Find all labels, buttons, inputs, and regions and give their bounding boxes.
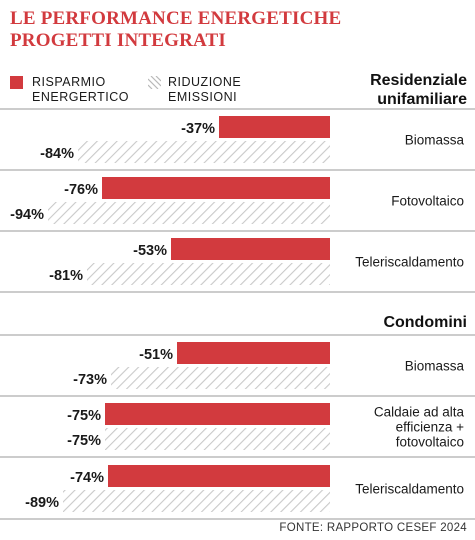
value-label-riduzione-1-2: -89%	[25, 495, 59, 511]
group-title-condomini: Condomini	[383, 314, 467, 331]
source-note: FONTE: RAPPORTO CESEF 2024	[279, 522, 467, 534]
bar-risparmio-0-0	[219, 116, 330, 138]
bar-riduzione-1-1	[105, 428, 330, 450]
chart-title: LE PERFORMANCE ENERGETICHE PROGETTI INTE…	[10, 8, 342, 51]
value-label-riduzione-0-1: -94%	[10, 207, 44, 223]
legend-label-riduzione: RIDUZIONE EMISSIONI	[168, 75, 242, 104]
value-label-riduzione-1-1: -75%	[67, 433, 101, 449]
category-label-0-0: Biomassa	[405, 133, 465, 148]
bar-riduzione-0-1	[48, 202, 330, 224]
value-label-riduzione-0-2: -81%	[49, 268, 83, 284]
group-title-residenziale: Residenziale unifamiliare	[370, 72, 467, 108]
legend-swatch-risparmio	[10, 76, 23, 89]
bar-riduzione-0-2	[87, 263, 330, 285]
value-label-riduzione-1-0: -73%	[73, 372, 107, 388]
value-label-risparmio-0-0: -37%	[181, 121, 215, 137]
category-label-1-1: Caldaie ad alta efficienza + fotovoltaico	[374, 405, 465, 450]
bar-riduzione-1-2	[63, 490, 330, 512]
value-label-risparmio-1-2: -74%	[70, 470, 104, 486]
bar-riduzione-1-0	[111, 367, 330, 389]
bar-risparmio-0-1	[102, 177, 330, 199]
category-label-1-0: Biomassa	[405, 359, 465, 374]
bar-risparmio-1-0	[177, 342, 330, 364]
legend-swatch-riduzione	[148, 76, 161, 89]
bar-risparmio-1-2	[108, 465, 330, 487]
bar-riduzione-0-0	[78, 141, 330, 163]
value-label-risparmio-1-1: -75%	[67, 408, 101, 424]
category-label-0-2: Teleriscaldamento	[355, 255, 464, 270]
bar-risparmio-0-2	[171, 238, 330, 260]
value-label-riduzione-0-0: -84%	[40, 146, 74, 162]
value-label-risparmio-1-0: -51%	[139, 347, 173, 363]
category-label-1-2: Teleriscaldamento	[355, 482, 464, 497]
value-label-risparmio-0-2: -53%	[133, 243, 167, 259]
value-label-risparmio-0-1: -76%	[64, 182, 98, 198]
legend-label-risparmio: RISPARMIO ENERGERTICO	[32, 75, 129, 104]
bar-risparmio-1-1	[105, 403, 330, 425]
category-label-0-1: Fotovoltaico	[391, 194, 464, 209]
